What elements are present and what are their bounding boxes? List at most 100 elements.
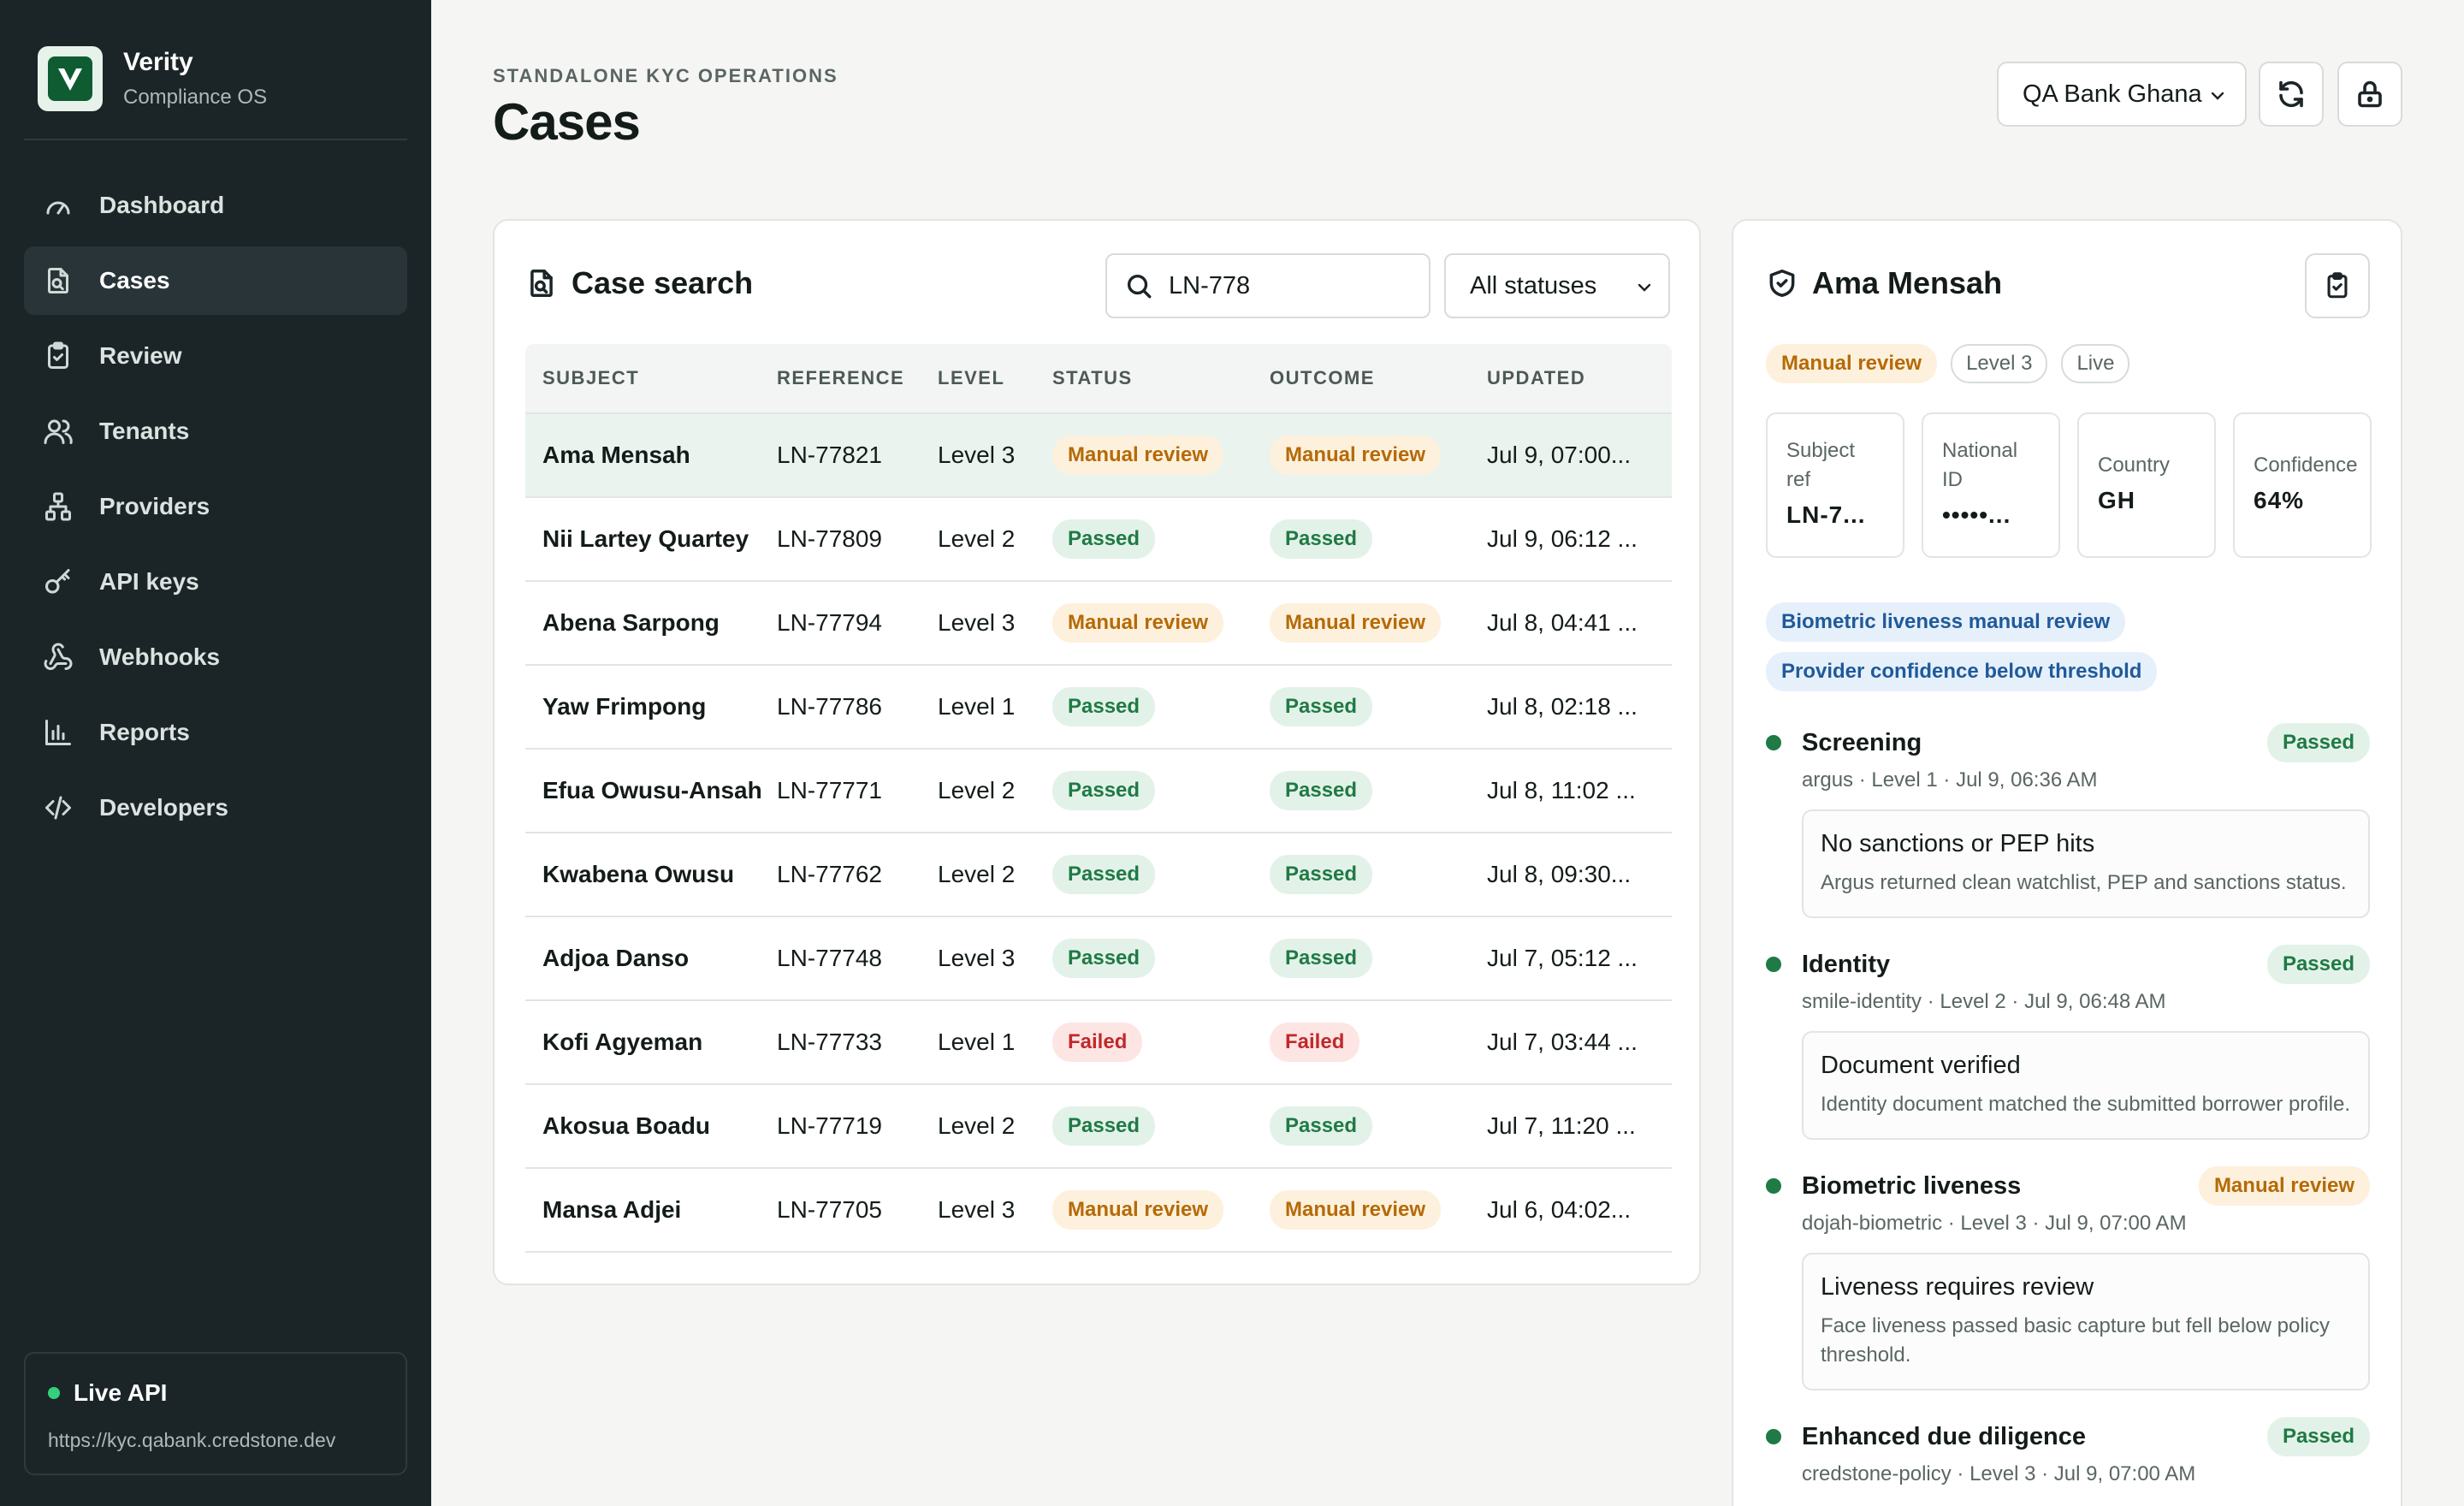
status-badge: Passed	[1052, 855, 1156, 894]
sidebar-item-label: API keys	[99, 568, 199, 595]
case-search-panel: Case search LN-778 All statuses SUBJECT …	[493, 219, 1701, 1285]
tenant-select-value: QA Bank Ghana	[2023, 80, 2202, 108]
brand-name: Verity	[123, 48, 193, 76]
table-row[interactable]: Yaw Frimpong LN-77786 Level 1 Passed Pas…	[525, 666, 1672, 750]
case-detail-heading: Ama Mensah	[1766, 265, 2002, 301]
cell-level: Level 3	[938, 609, 1016, 636]
brand[interactable]: Verity Compliance OS	[38, 46, 267, 111]
webhook-icon	[41, 640, 75, 674]
stat-label: National ID	[1942, 439, 2018, 491]
sidebar-item-review[interactable]: Review	[24, 322, 407, 390]
brand-subtitle: Compliance OS	[123, 86, 268, 109]
step-meta: argus · Level 1 · Jul 9, 06:36 AM	[1802, 768, 2098, 792]
step-name: Biometric liveness	[1802, 1171, 2022, 1200]
status-filter-select[interactable]: All statuses	[1444, 253, 1670, 318]
sidebar-item-cases[interactable]: Cases	[24, 246, 407, 315]
cell-reference: LN-77762	[777, 861, 882, 887]
column-header[interactable]: STATUS	[1052, 367, 1133, 388]
sidebar-item-developers[interactable]: Developers	[24, 774, 407, 842]
cell-level: Level 2	[938, 777, 1016, 803]
verity-logo-icon	[38, 46, 103, 111]
detail-subject-name: Ama Mensah	[1812, 265, 2003, 300]
table-row[interactable]: Akosua Boadu LN-77719 Level 2 Passed Pas…	[525, 1085, 1672, 1169]
cell-subject: Kofi Agyeman	[542, 1029, 703, 1055]
step-name: Identity	[1802, 950, 1891, 978]
case-detail-panel: Ama Mensah Manual review Level 3 Live Su…	[1732, 219, 2402, 1506]
step-screening[interactable]: Screening Passed argus · Level 1 · Jul 9…	[1766, 722, 2370, 918]
step-result-text: Argus returned clean watchlist, PEP and …	[1821, 871, 2347, 894]
review-clipboard-button[interactable]	[2305, 253, 2370, 318]
outcome-badge: Passed	[1270, 687, 1373, 726]
table-row[interactable]: Abena Sarpong LN-77794 Level 3 Manual re…	[525, 582, 1672, 666]
outcome-badge: Passed	[1270, 771, 1373, 810]
step-result: Liveness requires review Face liveness p…	[1802, 1253, 2370, 1390]
status-badge: Manual review	[1052, 603, 1224, 643]
case-search-heading: Case search	[525, 265, 753, 301]
outcome-badge: Passed	[1270, 855, 1373, 894]
column-header[interactable]: LEVEL	[938, 367, 1005, 388]
cell-subject: Ama Mensah	[542, 442, 690, 468]
status-badge: Passed	[1052, 687, 1156, 726]
sidebar-item-providers[interactable]: Providers	[24, 472, 407, 541]
step-dot	[1766, 1429, 1781, 1444]
step-biometric-liveness[interactable]: Biometric liveness Manual review dojah-b…	[1766, 1165, 2370, 1390]
table-row[interactable]: Kwabena Owusu LN-77762 Level 2 Passed Pa…	[525, 833, 1672, 917]
shield-icon	[1769, 270, 1795, 297]
file-search-icon	[41, 264, 75, 298]
users-icon	[41, 414, 75, 448]
live-api-card[interactable]: Live API https://kyc.qabank.credstone.de…	[24, 1352, 407, 1475]
outcome-badge: Passed	[1270, 1106, 1373, 1146]
refresh-button[interactable]	[2259, 62, 2324, 127]
column-header[interactable]: UPDATED	[1487, 367, 1586, 388]
clipboard-check-icon	[2327, 272, 2348, 299]
cell-updated: Jul 9, 06:12 ...	[1487, 525, 1638, 552]
cell-level: Level 3	[938, 442, 1016, 468]
tenant-select[interactable]: QA Bank Ghana	[1997, 62, 2247, 127]
status-badge: Passed	[1052, 939, 1156, 978]
stat-value: LN-7...	[1786, 501, 1866, 528]
cell-updated: Jul 7, 03:44 ...	[1487, 1029, 1638, 1055]
api-title: Live API	[74, 1379, 168, 1406]
sidebar-item-webhooks[interactable]: Webhooks	[24, 623, 407, 691]
sidebar-item-label: Tenants	[99, 418, 190, 444]
step-meta: dojah-biometric · Level 3 · Jul 9, 07:00…	[1802, 1212, 2187, 1235]
refresh-icon	[2279, 80, 2303, 108]
sidebar-item-tenants[interactable]: Tenants	[24, 397, 407, 465]
table-row[interactable]: Adjoa Danso LN-77748 Level 3 Passed Pass…	[525, 917, 1672, 1001]
step-enhanced-due-diligence[interactable]: Enhanced due diligence Passed credstone-…	[1766, 1416, 2370, 1486]
step-badge: Passed	[2266, 945, 2370, 984]
level-badge: Level 3	[1951, 344, 2048, 383]
cell-subject: Mansa Adjei	[542, 1196, 682, 1223]
clipboard-check-icon	[41, 339, 75, 373]
column-header[interactable]: SUBJECT	[542, 367, 640, 388]
stat-value: •••••...	[1942, 501, 2011, 528]
page-eyebrow: STANDALONE KYC OPERATIONS	[493, 65, 838, 86]
review-flags: Biometric liveness manual review Provide…	[1766, 602, 2158, 702]
column-header[interactable]: REFERENCE	[777, 367, 905, 388]
table-row[interactable]: Mansa Adjei LN-77705 Level 3 Manual revi…	[525, 1169, 1672, 1253]
sidebar-item-api-keys[interactable]: API keys	[24, 548, 407, 616]
step-dot	[1766, 735, 1781, 750]
search-input[interactable]: LN-778	[1105, 253, 1430, 318]
step-name: Enhanced due diligence	[1802, 1422, 2086, 1450]
lock-button[interactable]	[2337, 62, 2402, 127]
table-row[interactable]: Efua Owusu-Ansah LN-77771 Level 2 Passed…	[525, 750, 1672, 833]
column-header[interactable]: OUTCOME	[1270, 367, 1375, 388]
table-row[interactable]: Nii Lartey Quartey LN-77809 Level 2 Pass…	[525, 498, 1672, 582]
sidebar-nav: Dashboard Cases Review Tenants Providers…	[24, 171, 407, 849]
step-meta: smile-identity · Level 2 · Jul 9, 06:48 …	[1802, 990, 2166, 1013]
table-row[interactable]: Kofi Agyeman LN-77733 Level 1 Failed Fai…	[525, 1001, 1672, 1085]
cell-reference: LN-77748	[777, 945, 882, 971]
sidebar-item-reports[interactable]: Reports	[24, 698, 407, 767]
page-title: Cases	[493, 93, 641, 151]
cell-subject: Akosua Boadu	[542, 1112, 711, 1139]
status-badge: Passed	[1052, 771, 1156, 810]
cell-reference: LN-77771	[777, 777, 882, 803]
table-row[interactable]: Ama Mensah LN-77821 Level 3 Manual revie…	[525, 414, 1672, 498]
status-badge: Failed	[1052, 1023, 1143, 1062]
api-url[interactable]: https://kyc.qabank.credstone.dev	[48, 1429, 336, 1451]
step-result: No sanctions or PEP hits Argus returned …	[1802, 809, 2370, 918]
sidebar-item-dashboard[interactable]: Dashboard	[24, 171, 407, 240]
outcome-badge: Manual review	[1270, 1190, 1442, 1230]
step-identity[interactable]: Identity Passed smile-identity · Level 2…	[1766, 944, 2370, 1140]
